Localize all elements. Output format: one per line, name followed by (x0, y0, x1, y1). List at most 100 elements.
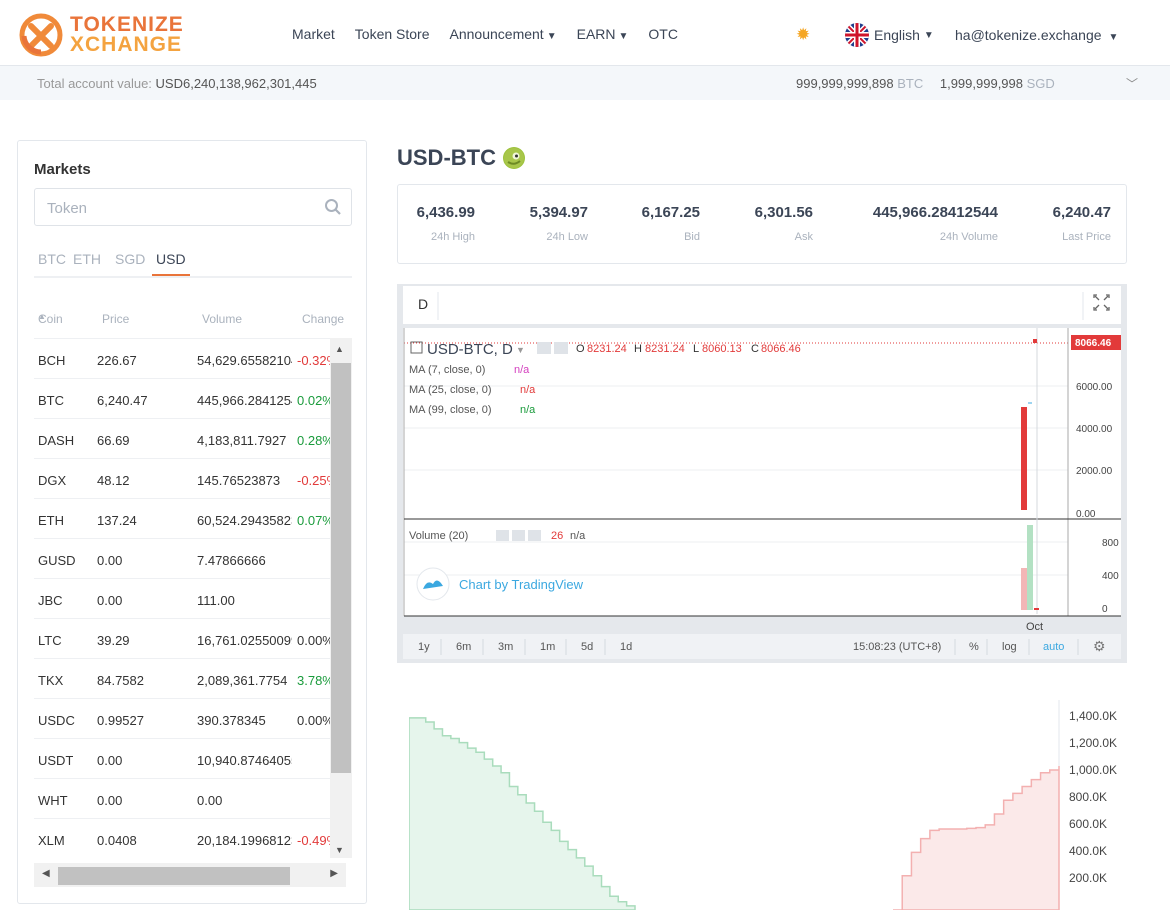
market-change: 0.02% (297, 393, 334, 408)
range-5d[interactable]: 5d (581, 641, 593, 653)
volume-indicator[interactable]: Volume (20) (409, 530, 468, 542)
col-price[interactable]: Price (102, 312, 130, 326)
market-price: 39.29 (97, 633, 130, 648)
sort-up-icon: ▲ (38, 312, 46, 321)
range-6m[interactable]: 6m (456, 641, 471, 653)
top-nav: TOKENIZE XCHANGE Market Token Store Anno… (0, 0, 1170, 66)
btc-unit: BTC (897, 76, 924, 91)
tab-sgd[interactable]: SGD (115, 251, 146, 267)
indicator-ma7[interactable]: MA (7, close, 0) (409, 364, 485, 376)
scrollbar-thumb[interactable] (331, 363, 351, 773)
market-coin: BTC (38, 393, 64, 408)
token-search-input[interactable]: Token (34, 188, 352, 226)
stat-value: 6,240.47 (1052, 204, 1111, 221)
market-row[interactable]: BTC 6,240.47 445,966.28412544 0.02% (34, 378, 346, 418)
market-row[interactable]: XLM 0.0408 20,184.19968123 -0.49% (34, 818, 346, 858)
indicator-ma25[interactable]: MA (25, close, 0) (409, 384, 492, 396)
col-change[interactable]: Change (302, 312, 345, 326)
horizontal-scrollbar[interactable]: ◀ ▶ (34, 863, 346, 887)
stat-label: 24h Low (546, 231, 588, 243)
col-volume[interactable]: Volume (202, 312, 243, 326)
stat-value: 5,394.97 (529, 204, 588, 221)
option-log[interactable]: log (1002, 641, 1017, 653)
price-tick: 2000.00 (1076, 466, 1113, 477)
gear-icon[interactable]: ⚙ (1093, 638, 1106, 654)
user-menu[interactable]: ha@tokenize.exchange ▼ (955, 27, 1118, 43)
depth-tick: 200.0K (1069, 871, 1107, 885)
range-1m[interactable]: 1m (540, 641, 555, 653)
nav-token-store[interactable]: Token Store (355, 26, 430, 42)
market-row[interactable]: LTC 39.29 16,761.02550099 0.00% (34, 618, 346, 658)
nav-otc[interactable]: OTC (648, 26, 678, 42)
scrollbar-thumb[interactable] (58, 867, 290, 885)
stat-label: Last Price (1062, 231, 1111, 243)
chart-symbol: USD-BTC, D (427, 341, 513, 358)
scroll-right-icon[interactable]: ▶ (330, 868, 338, 879)
range-3m[interactable]: 3m (498, 641, 513, 653)
scroll-down-icon[interactable]: ▼ (335, 845, 344, 855)
tab-btc[interactable]: BTC (38, 251, 66, 267)
market-volume: 111.00 (197, 593, 235, 608)
market-row[interactable]: BCH 226.67 54,629.65582104 -0.32% (34, 338, 346, 378)
stat-24h-high: 6,436.99 24h High (417, 204, 475, 243)
market-coin: GUSD (38, 553, 76, 568)
volume-tick: 0 (1102, 604, 1108, 615)
stat-label: 24h High (430, 231, 475, 243)
dropdown-caret-icon[interactable]: ▼ (516, 345, 525, 355)
stat-24h-low: 5,394.97 24h Low (530, 204, 588, 243)
language-selector[interactable]: English ▼ (845, 23, 934, 47)
range-1d[interactable]: 1d (620, 641, 632, 653)
nav-earn[interactable]: EARN ▼ (577, 26, 629, 42)
ask-depth-area (893, 765, 1060, 910)
candle (1021, 407, 1027, 510)
scroll-up-icon[interactable]: ▲ (335, 344, 344, 354)
market-change: 0.00% (297, 633, 334, 648)
market-row[interactable]: JBC 0.00 111.00 (34, 578, 346, 618)
option-percent[interactable]: % (969, 641, 979, 653)
market-row[interactable]: ETH 137.24 60,524.29435823 0.07% (34, 498, 346, 538)
ticker-stats: 6,436.99 24h High 5,394.97 24h Low 6,167.2… (397, 184, 1127, 264)
depth-tick: 800.0K (1069, 790, 1107, 804)
nav-market[interactable]: Market (292, 26, 335, 42)
indicator-ma99[interactable]: MA (99, close, 0) (409, 404, 492, 416)
volume-na: n/a (570, 530, 586, 542)
scroll-left-icon[interactable]: ◀ (42, 868, 50, 879)
range-1y[interactable]: 1y (418, 641, 430, 653)
tradingview-attribution[interactable]: Chart by TradingView (459, 577, 584, 592)
market-volume: 10,940.87464055 (197, 753, 292, 768)
market-row[interactable]: DASH 66.69 4,183,811.7927 0.28% (34, 418, 346, 458)
market-price: 66.69 (97, 433, 130, 448)
chevron-down-icon[interactable]: ﹀ (1126, 77, 1139, 91)
tab-eth[interactable]: ETH (73, 251, 101, 267)
market-row[interactable]: TKX 84.7582 2,089,361.7754 3.78% (34, 658, 346, 698)
depth-tick: 1,200.0K (1069, 736, 1117, 750)
stat-label: 24h Volume (939, 231, 998, 243)
brand-logo[interactable]: TOKENIZE XCHANGE (18, 12, 184, 58)
nav-announcement[interactable]: Announcement ▼ (450, 26, 557, 42)
market-row[interactable]: USDC 0.99527 390.378345 0.00% (34, 698, 346, 738)
market-row[interactable]: DGX 48.12 145.76523873 -0.25% (34, 458, 346, 498)
market-volume: 7.47866666 (197, 553, 266, 568)
tradingview-logo-icon[interactable] (416, 567, 450, 601)
market-row[interactable]: USDT 0.00 10,940.87464055 (34, 738, 346, 778)
candle (1033, 339, 1037, 343)
tab-usd[interactable]: USD (152, 251, 190, 276)
fullscreen-icon[interactable] (1093, 294, 1110, 311)
market-coin: XLM (38, 833, 65, 848)
markets-table-body: BCH 226.67 54,629.65582104 -0.32% BTC 6,240.4… (34, 338, 346, 858)
depth-tick: 1,000.0K (1069, 763, 1117, 777)
market-row[interactable]: WHT 0.00 0.00 (34, 778, 346, 818)
search-icon[interactable] (324, 198, 342, 216)
logo-icon (19, 13, 63, 57)
market-row[interactable]: GUSD 0.00 7.47866666 (34, 538, 346, 578)
markets-panel: Markets Token BTC ETH SGD USD Coin ▲ Pri… (17, 140, 367, 904)
interval-button[interactable]: D (418, 296, 428, 312)
chart-time: 15:08:23 (UTC+8) (853, 641, 941, 653)
market-price: 0.00 (97, 753, 123, 768)
market-coin: BCH (38, 353, 66, 368)
market-coin: WHT (38, 793, 68, 808)
svg-text:O: O (576, 343, 585, 355)
option-auto[interactable]: auto (1043, 641, 1064, 653)
vertical-scrollbar[interactable]: ▲ ▼ (330, 338, 352, 858)
sun-icon[interactable]: ✹ (796, 25, 811, 44)
